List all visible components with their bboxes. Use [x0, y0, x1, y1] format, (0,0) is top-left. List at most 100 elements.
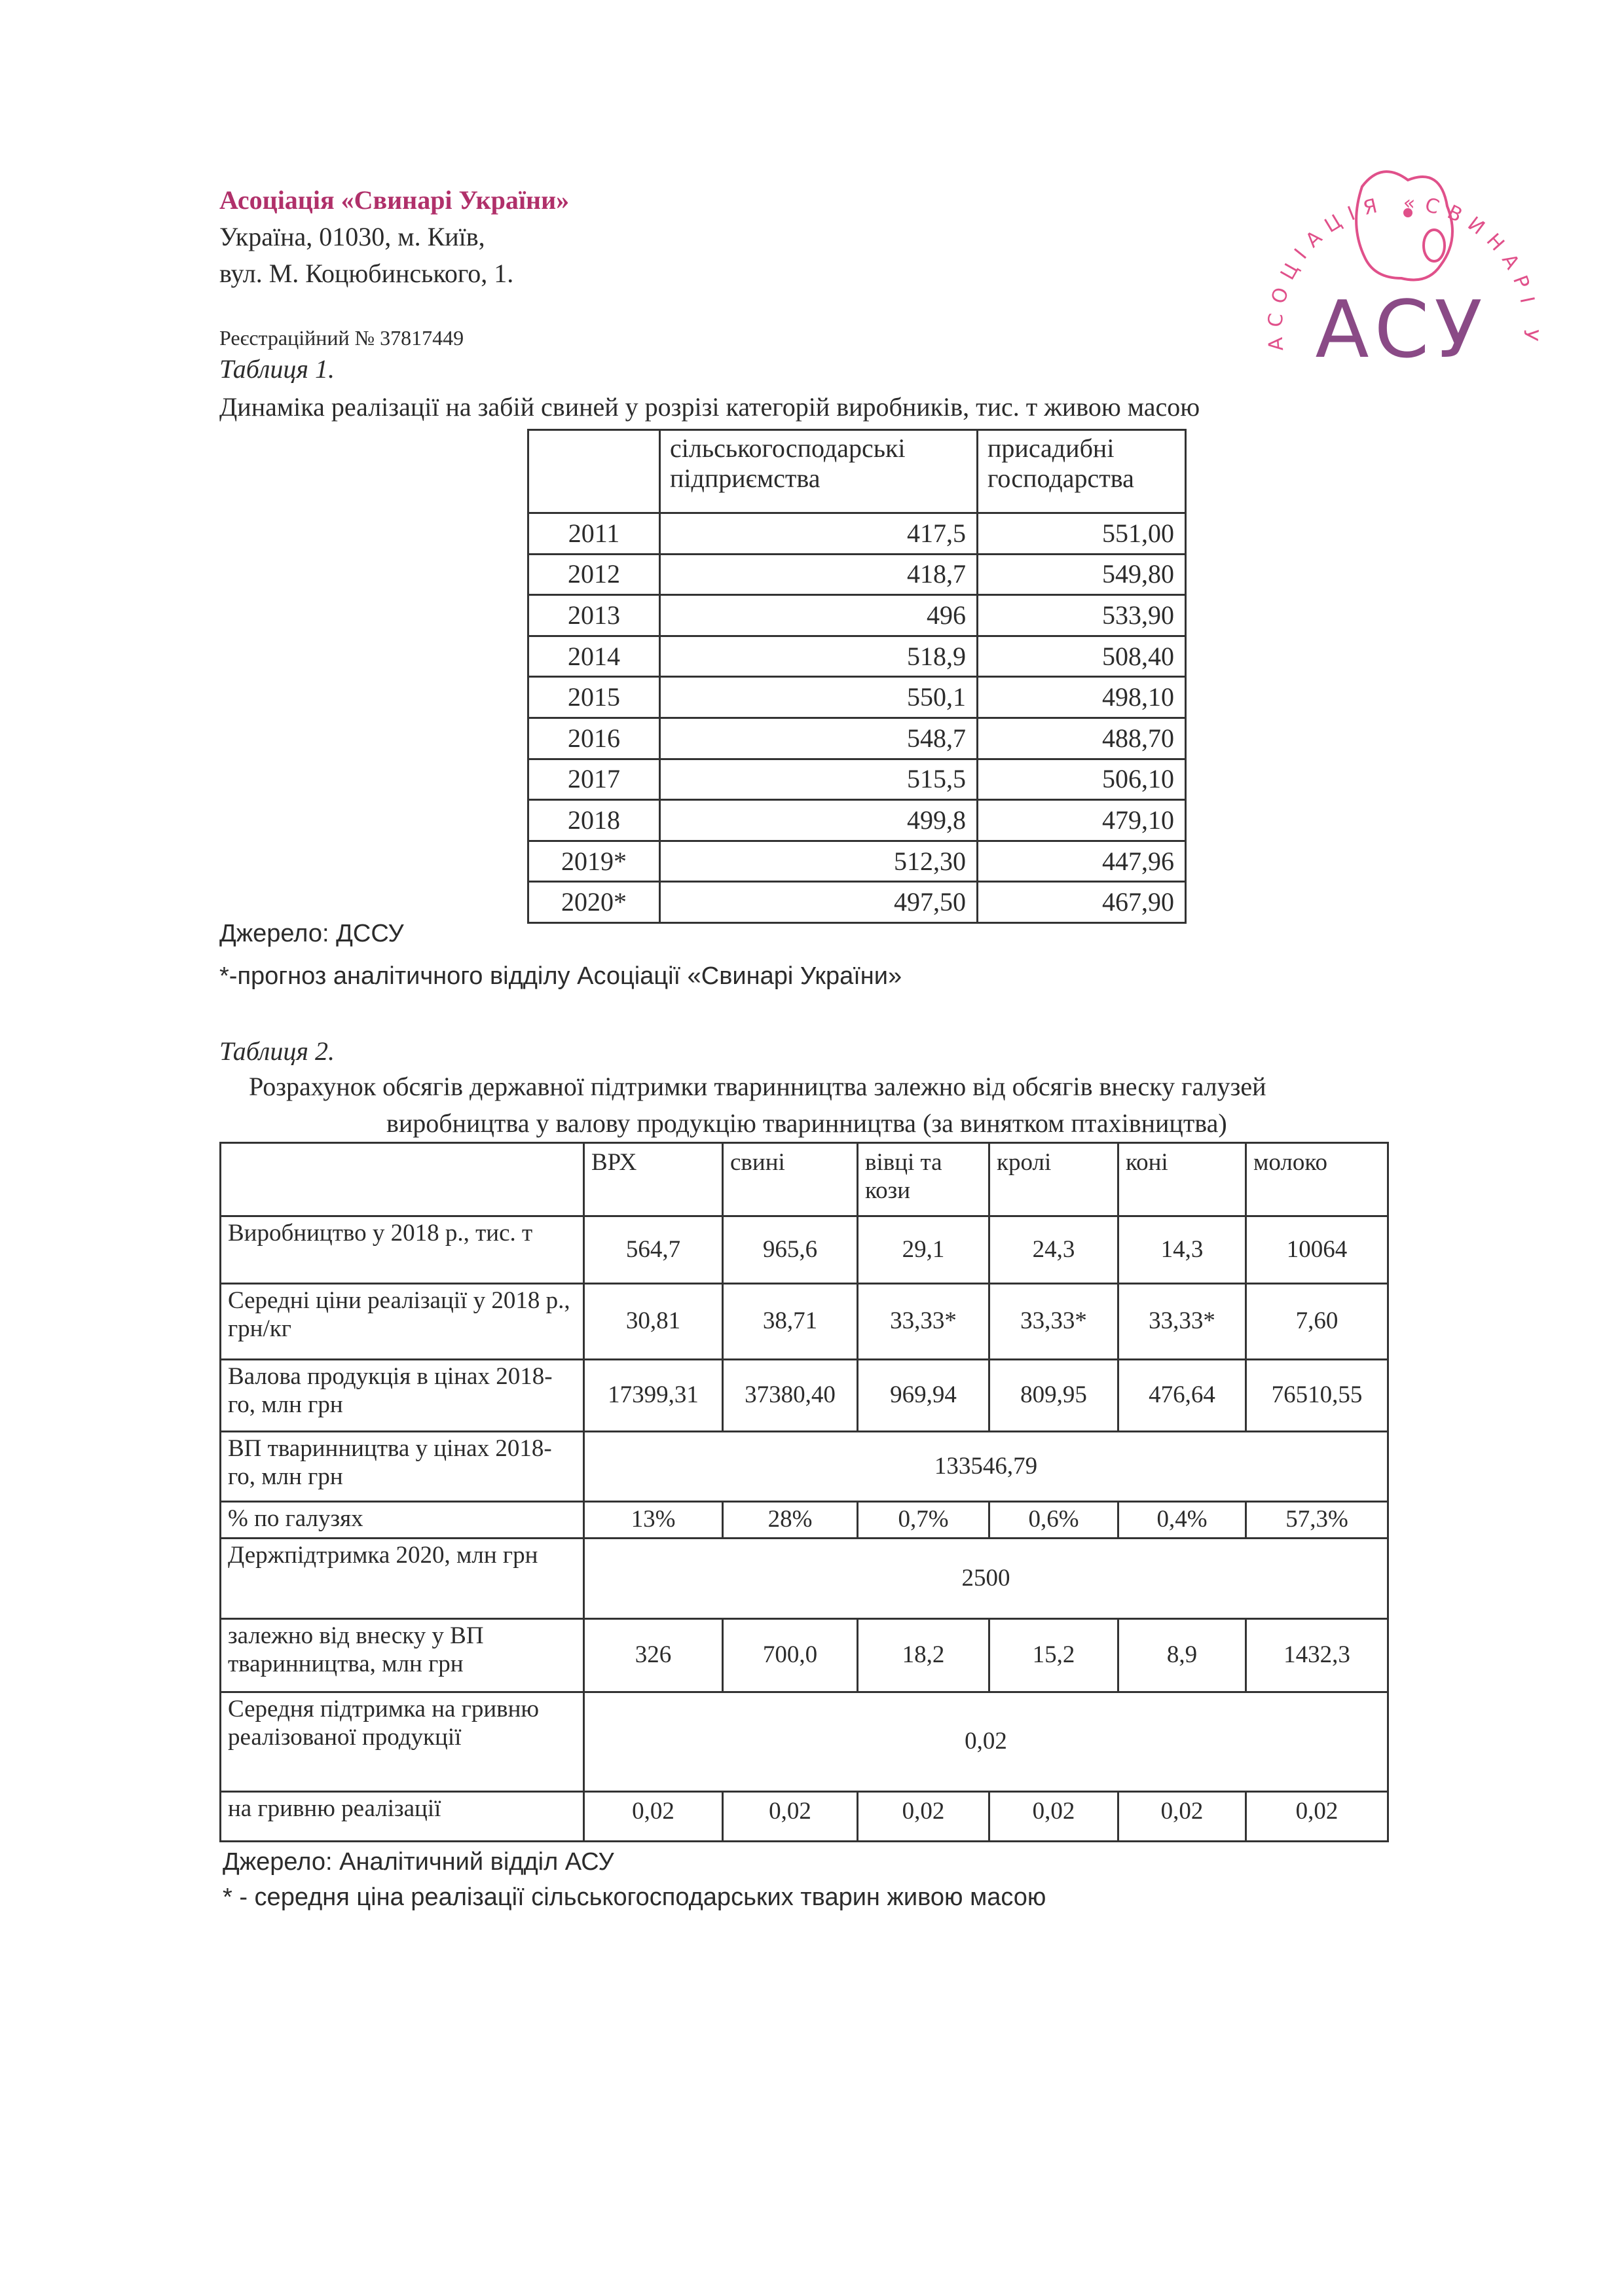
value-cell: 33,33*	[988, 1283, 1119, 1360]
value-cell: 0,02	[988, 1791, 1119, 1842]
row-label: залежно від внеску у ВП тваринництва, мл…	[219, 1618, 585, 1693]
year-cell: 2019*	[527, 839, 661, 883]
value-cell: 965,6	[722, 1215, 858, 1285]
table2-row: на гривню реалізації 0,02 0,02 0,02 0,02 0,02…	[219, 1791, 1389, 1842]
association-logo: АСОЦІАЦІЯ «СВИНАРІ УКРАЇНИ» АСУ	[1244, 128, 1533, 363]
value-cell: 30,81	[583, 1283, 724, 1360]
value-cell: 8,9	[1117, 1618, 1247, 1693]
table2-row: залежно від внеску у ВП тваринництва, мл…	[219, 1618, 1389, 1693]
table2-title-line1: Розрахунок обсягів державної підтримки т…	[249, 1072, 1266, 1101]
org-name: Асоціація «Свинарі України»	[219, 185, 570, 215]
row-label: ВП тваринництва у цінах 2018-го, млн грн	[219, 1430, 585, 1503]
table1-row: 2014 518,9 508,40	[527, 634, 1187, 678]
households-cell: 488,70	[976, 716, 1187, 760]
enterprises-cell: 496	[659, 594, 978, 637]
value-cell: 76510,55	[1245, 1358, 1389, 1432]
address-line-2: вул. М. Коцюбинського, 1.	[219, 259, 514, 288]
table2-header-cell: вівці та кози	[857, 1142, 990, 1217]
registration-number: Реєстраційний № 37817449	[219, 326, 464, 350]
table2-row: Виробництво у 2018 р., тис. т 564,7 965,6 2…	[219, 1215, 1389, 1285]
value-cell: 38,71	[722, 1283, 858, 1360]
table1-row: 2011 417,5 551,00	[527, 512, 1187, 555]
value-cell: 0,7%	[857, 1501, 990, 1539]
year-cell: 2017	[527, 757, 661, 801]
table2-source: Джерело: Аналітичний відділ АСУ	[223, 1848, 614, 1876]
table1-row: 2015 550,1 498,10	[527, 676, 1187, 719]
year-cell: 2012	[527, 553, 661, 596]
table2-header-cell	[219, 1142, 585, 1217]
table1-row: 2013 496 533,90	[527, 594, 1187, 637]
table2-title-line2: виробництва у валову продукцію тваринниц…	[386, 1108, 1227, 1138]
value-cell: 0,02	[1245, 1791, 1389, 1842]
value-cell: 10064	[1245, 1215, 1389, 1285]
address-line-1: Україна, 01030, м. Київ,	[219, 222, 485, 251]
enterprises-cell: 417,5	[659, 512, 978, 555]
table2-row: % по галузях 13% 28% 0,7% 0,6% 0,4% 57,3%	[219, 1501, 1389, 1539]
row-label: Валова продукція в цінах 2018-го, млн гр…	[219, 1358, 585, 1432]
table1-header-corner	[527, 429, 661, 514]
households-cell: 467,90	[976, 881, 1187, 924]
value-cell: 809,95	[988, 1358, 1119, 1432]
table1-row: 2018 499,8 479,10	[527, 799, 1187, 842]
table2-row: Валова продукція в цінах 2018-го, млн гр…	[219, 1358, 1389, 1432]
value-cell: 0,4%	[1117, 1501, 1247, 1539]
table2-row: Держпідтримка 2020, млн грн 2500	[219, 1537, 1389, 1620]
households-cell: 549,80	[976, 553, 1187, 596]
table1-header-households: присадибні господарства	[976, 429, 1187, 514]
value-cell: 18,2	[857, 1618, 990, 1693]
value-cell: 37380,40	[722, 1358, 858, 1432]
households-cell: 508,40	[976, 634, 1187, 678]
enterprises-cell: 512,30	[659, 839, 978, 883]
table2-header-cell: молоко	[1245, 1142, 1389, 1217]
table2-note: * - середня ціна реалізації сільськогосп…	[223, 1884, 1046, 1911]
value-cell: 0,02	[857, 1791, 990, 1842]
enterprises-cell: 515,5	[659, 757, 978, 801]
table1-header-enterprises: сільськогосподарські підприємства	[659, 429, 978, 514]
households-cell: 551,00	[976, 512, 1187, 555]
value-cell: 700,0	[722, 1618, 858, 1693]
table1-note: *-прогноз аналітичного відділу Асоціації…	[219, 962, 902, 990]
value-cell: 476,64	[1117, 1358, 1247, 1432]
value-cell: 13%	[583, 1501, 724, 1539]
value-cell: 564,7	[583, 1215, 724, 1285]
table2-row: Середня підтримка на гривню реалізованої…	[219, 1691, 1389, 1793]
value-cell: 969,94	[857, 1358, 990, 1432]
enterprises-cell: 518,9	[659, 634, 978, 678]
year-cell: 2016	[527, 716, 661, 760]
table2-header-cell: коні	[1117, 1142, 1247, 1217]
table2-header-row: ВРХ свині вівці та кози кролі коні молоко	[219, 1142, 1389, 1217]
enterprises-cell: 499,8	[659, 799, 978, 842]
enterprises-cell: 497,50	[659, 881, 978, 924]
row-label: Середні ціни реалізації у 2018 р., грн/к…	[219, 1283, 585, 1360]
merged-value-cell: 133546,79	[583, 1430, 1389, 1503]
table2-header-cell: кролі	[988, 1142, 1119, 1217]
table1-row: 2019* 512,30 447,96	[527, 839, 1187, 883]
table1-row: 2012 418,7 549,80	[527, 553, 1187, 596]
enterprises-cell: 548,7	[659, 716, 978, 760]
enterprises-cell: 418,7	[659, 553, 978, 596]
value-cell: 14,3	[1117, 1215, 1247, 1285]
value-cell: 17399,31	[583, 1358, 724, 1432]
enterprises-cell: 550,1	[659, 676, 978, 719]
value-cell: 24,3	[988, 1215, 1119, 1285]
table2-row: ВП тваринництва у цінах 2018-го, млн грн…	[219, 1430, 1389, 1503]
year-cell: 2011	[527, 512, 661, 555]
year-cell: 2014	[527, 634, 661, 678]
row-label: % по галузях	[219, 1501, 585, 1539]
table2-row: Середні ціни реалізації у 2018 р., грн/к…	[219, 1283, 1389, 1360]
value-cell: 0,02	[583, 1791, 724, 1842]
table2-header-cell: свині	[722, 1142, 858, 1217]
year-cell: 2015	[527, 676, 661, 719]
value-cell: 33,33*	[857, 1283, 990, 1360]
table1: сільськогосподарські підприємства присад…	[527, 429, 1187, 924]
value-cell: 0,02	[1117, 1791, 1247, 1842]
table2-header-cell: ВРХ	[583, 1142, 724, 1217]
merged-value-cell: 0,02	[583, 1691, 1389, 1793]
table1-header-row: сільськогосподарські підприємства присад…	[527, 429, 1187, 514]
households-cell: 479,10	[976, 799, 1187, 842]
value-cell: 0,6%	[988, 1501, 1119, 1539]
row-label: Середня підтримка на гривню реалізованої…	[219, 1691, 585, 1793]
value-cell: 326	[583, 1618, 724, 1693]
year-cell: 2018	[527, 799, 661, 842]
value-cell: 28%	[722, 1501, 858, 1539]
